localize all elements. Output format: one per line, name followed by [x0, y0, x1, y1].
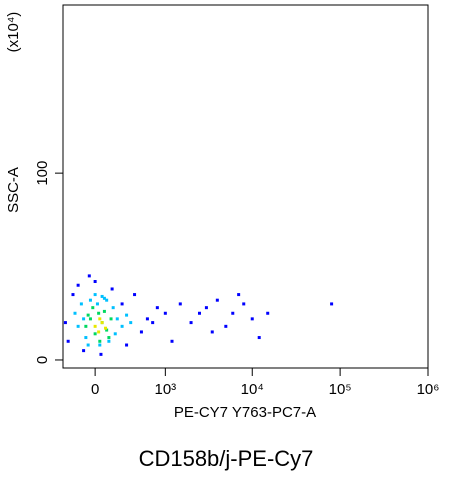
event-point	[170, 339, 174, 343]
event-point	[76, 283, 80, 287]
event-point	[163, 311, 167, 315]
event-point	[107, 339, 111, 343]
event-point	[210, 330, 214, 334]
event-point	[110, 287, 114, 291]
event-point	[129, 321, 133, 325]
event-point	[100, 321, 104, 325]
event-point	[87, 274, 91, 278]
x-axis-label: PE-CY7 Y763-PC7-A	[174, 404, 316, 421]
event-point	[125, 343, 129, 347]
event-point	[155, 306, 159, 310]
event-point	[93, 280, 97, 284]
event-point	[133, 293, 137, 297]
event-point	[109, 317, 113, 321]
event-point	[66, 339, 70, 343]
plot-frame	[62, 4, 429, 369]
event-point	[197, 311, 201, 315]
event-point	[82, 317, 86, 321]
event-point	[98, 339, 102, 343]
x-tick-label: 10⁵	[329, 381, 352, 398]
event-point	[215, 298, 219, 302]
event-point	[224, 324, 228, 328]
event-point	[97, 311, 101, 315]
event-point	[151, 321, 155, 325]
event-point	[88, 298, 92, 302]
event-point	[93, 293, 97, 297]
y-tick-label: 100	[34, 161, 51, 186]
event-point	[204, 306, 208, 310]
event-point	[257, 336, 261, 340]
event-point	[111, 306, 115, 310]
event-point	[113, 332, 117, 336]
event-point	[79, 302, 83, 306]
event-point	[63, 321, 67, 325]
event-point	[102, 296, 106, 300]
x-tick-label: 0	[91, 381, 99, 398]
event-point	[97, 330, 101, 334]
y-tick-label: 0	[34, 356, 51, 364]
event-point	[76, 324, 80, 328]
event-point	[98, 317, 102, 321]
event-point	[93, 324, 97, 328]
event-point	[330, 302, 334, 306]
event-point	[120, 302, 124, 306]
x-tick-label: 10⁶	[417, 381, 440, 398]
event-point	[242, 302, 246, 306]
event-point	[82, 349, 86, 353]
event-point	[105, 298, 109, 302]
event-point	[86, 343, 90, 347]
event-point	[145, 317, 149, 321]
chart-title: CD158b/j-PE-Cy7	[139, 446, 314, 471]
event-point	[73, 311, 77, 315]
event-point	[84, 324, 88, 328]
x-tick-label: 10³	[154, 381, 176, 398]
event-point	[86, 313, 90, 317]
event-point	[88, 317, 92, 321]
event-point	[120, 324, 124, 328]
event-point	[237, 293, 241, 297]
event-point	[125, 313, 129, 317]
event-point	[105, 328, 109, 332]
event-point	[115, 317, 119, 321]
event-point	[107, 336, 111, 340]
event-point	[139, 330, 143, 334]
event-point	[102, 309, 106, 313]
event-point	[84, 336, 88, 340]
event-point	[189, 321, 193, 325]
event-point	[93, 332, 97, 336]
event-point	[99, 352, 103, 356]
event-point	[266, 311, 270, 315]
event-point	[231, 311, 235, 315]
event-point	[91, 306, 95, 310]
event-point	[100, 294, 104, 298]
event-point	[95, 302, 99, 306]
event-point	[71, 293, 75, 297]
event-point	[250, 317, 254, 321]
event-point	[104, 326, 108, 330]
x-tick-label: 10⁴	[241, 381, 264, 398]
y-multiplier: (x10⁴)	[5, 12, 22, 53]
y-axis-label: SSC-A	[5, 167, 22, 213]
event-point	[178, 302, 182, 306]
event-point	[98, 343, 102, 347]
